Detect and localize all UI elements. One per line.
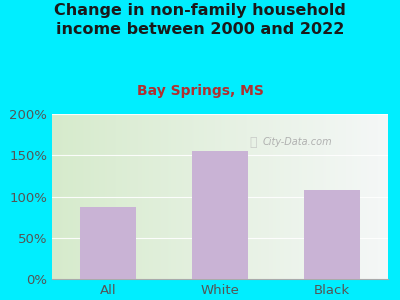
Text: ⌕: ⌕: [250, 136, 257, 148]
Bar: [304, 190, 360, 279]
Text: Change in non-family household
income between 2000 and 2022: Change in non-family household income be…: [54, 3, 346, 37]
Text: Bay Springs, MS: Bay Springs, MS: [136, 84, 264, 98]
Bar: [80, 207, 136, 279]
Bar: [192, 151, 248, 279]
Text: City-Data.com: City-Data.com: [262, 137, 332, 147]
